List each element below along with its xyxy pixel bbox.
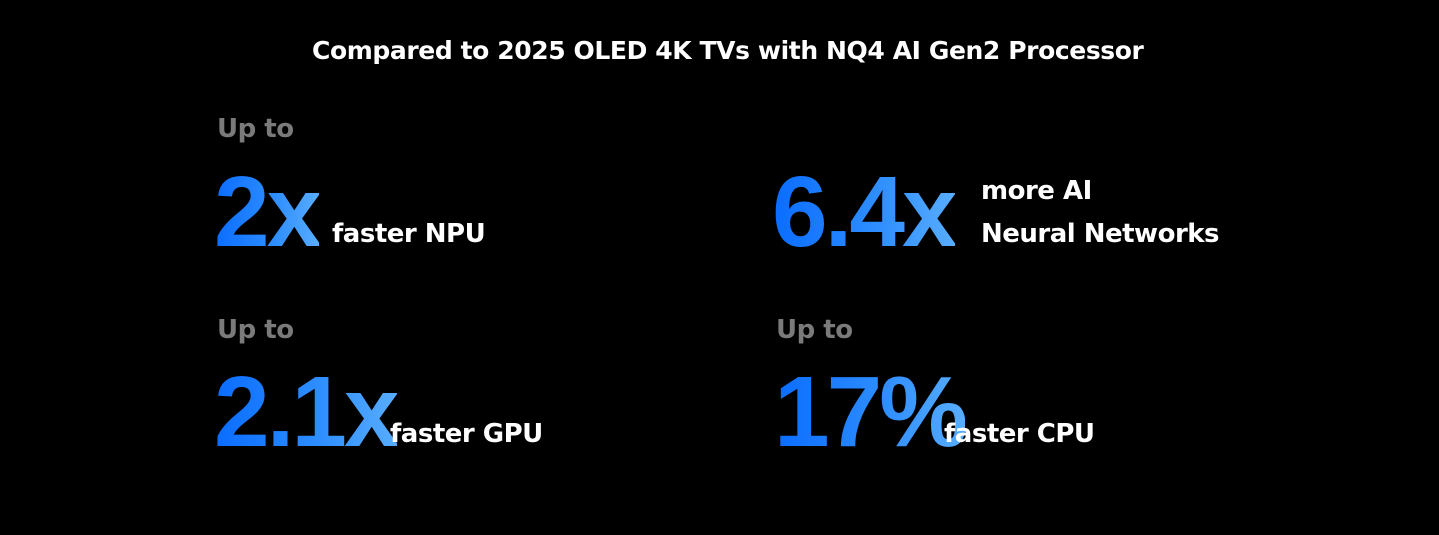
stat-gpu-label: faster GPU xyxy=(390,419,543,449)
stat-neural-label-line2: Neural Networks xyxy=(981,219,1220,249)
stat-cpu-prefix: Up to xyxy=(776,315,853,345)
stat-cpu-label: faster CPU xyxy=(944,419,1095,449)
stat-neural-label-line1: more AI xyxy=(981,176,1092,206)
page-title: Compared to 2025 OLED 4K TVs with NQ4 AI… xyxy=(312,36,1144,65)
stat-gpu-value: 2.1x xyxy=(214,356,400,468)
stat-npu-prefix: Up to xyxy=(217,114,294,144)
stat-npu-label: faster NPU xyxy=(332,219,486,249)
stat-cpu-value: 17% xyxy=(774,356,968,468)
stat-npu-value: 2x xyxy=(214,156,322,268)
stat-neural-value: 6.4x xyxy=(772,156,958,268)
stat-gpu-prefix: Up to xyxy=(217,315,294,345)
